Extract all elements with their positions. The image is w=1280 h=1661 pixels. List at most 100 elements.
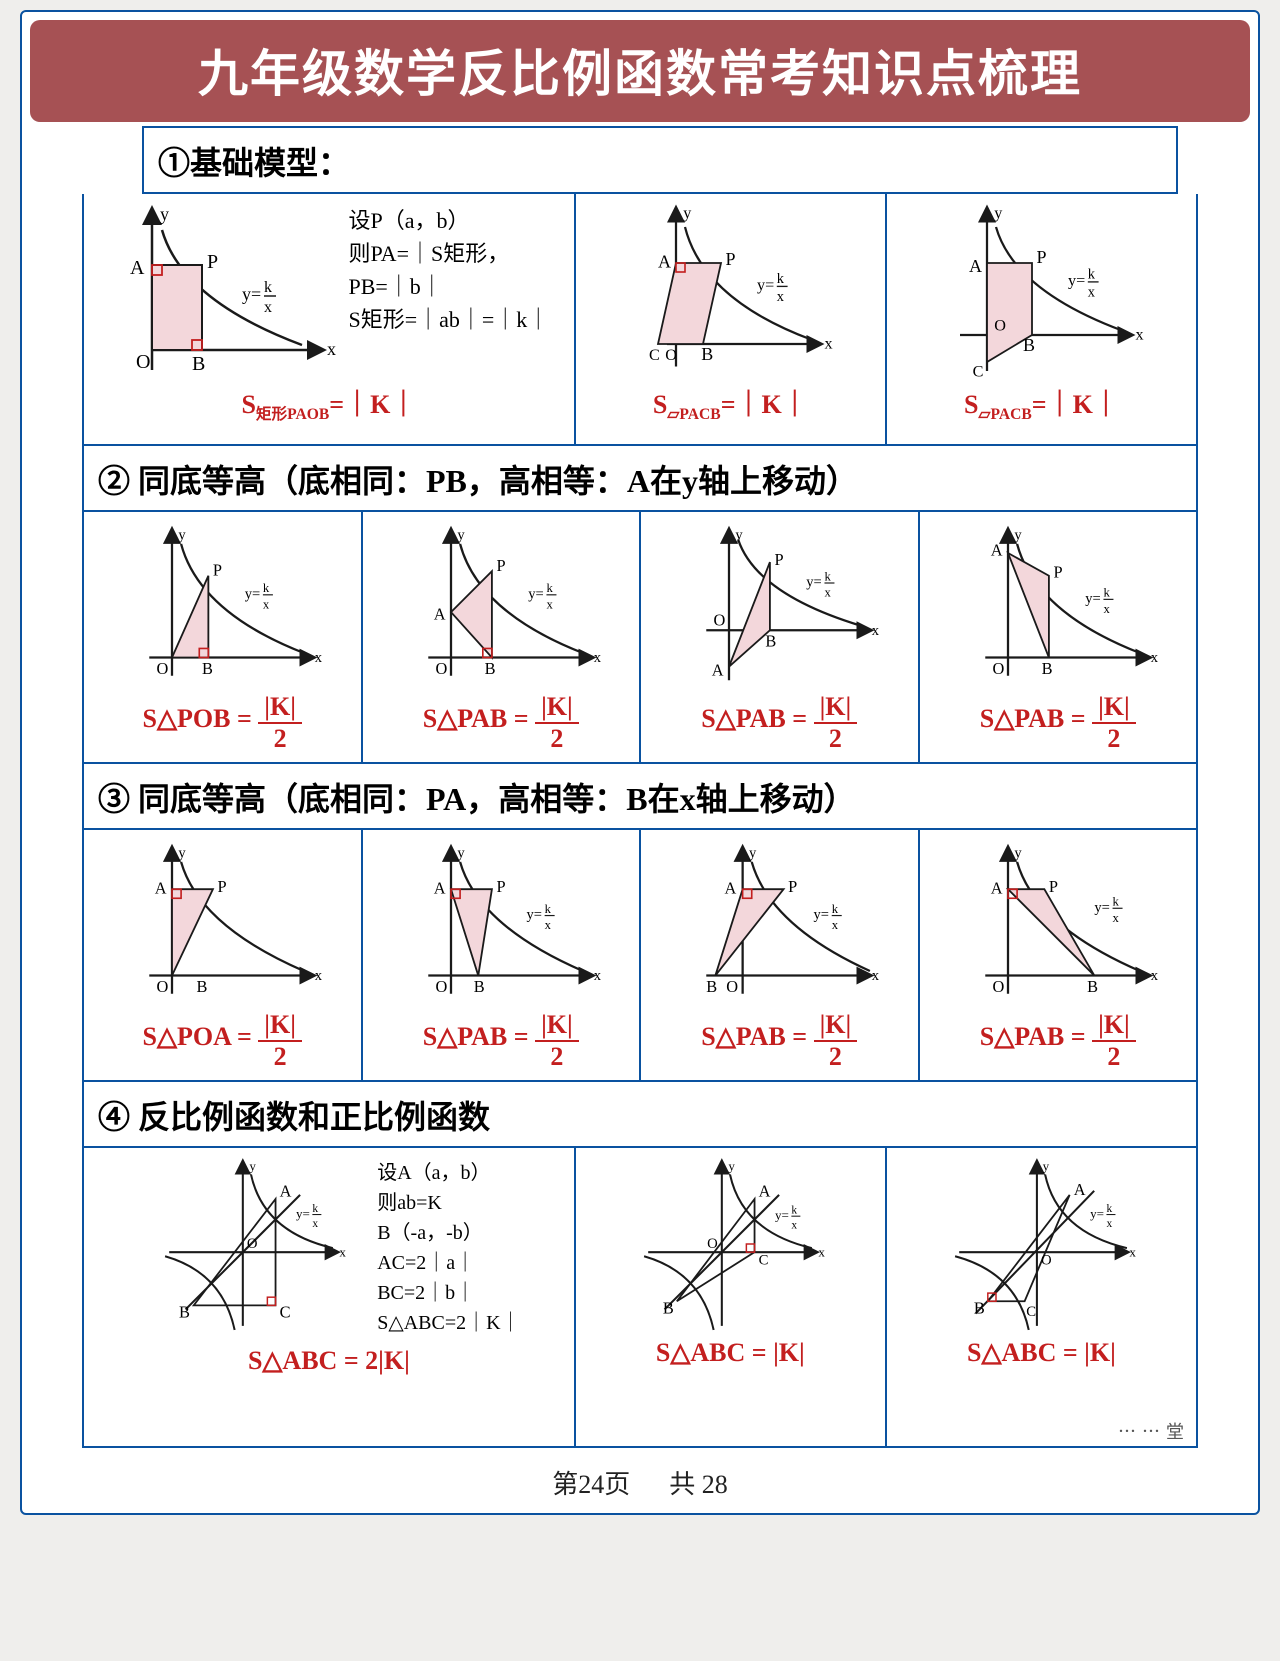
s4-cell3: A B C O yx y=kx S△ABC = |K| ⋯⋯堂: [885, 1148, 1196, 1446]
s4-f1: S△ABC = 2|K|: [248, 1346, 410, 1376]
s2-f3: S△PAB = |K|2: [701, 692, 857, 750]
svg-text:x: x: [1112, 911, 1119, 925]
s4-cell1: A B C O yx y=kx 设A（a，b） 则ab=K B（-a，-b） A…: [84, 1148, 574, 1446]
svg-text:P: P: [213, 561, 222, 580]
svg-text:O: O: [1041, 1252, 1052, 1268]
svg-text:O: O: [992, 977, 1004, 996]
svg-text:k: k: [1103, 586, 1110, 600]
s4-text1: 设A（a，b） 则ab=K B（-a，-b） AC=2｜a｜ BC=2｜b｜ S…: [371, 1154, 526, 1342]
s1-cell3: A P B C O y x y=kx S▱PACB=｜K｜: [885, 194, 1196, 444]
svg-text:y: y: [749, 845, 757, 861]
svg-text:y=: y=: [526, 907, 541, 923]
s1-text1: 设P（a，b） 则PA=｜S矩形， PB=｜b｜ S矩形=｜ab｜=｜k｜: [342, 200, 555, 340]
svg-text:O: O: [995, 317, 1007, 335]
svg-text:O: O: [727, 977, 739, 996]
svg-text:O: O: [435, 659, 447, 678]
s2-cell4: A P O B yx y=kx S△PAB = |K|2: [918, 512, 1197, 762]
svg-text:O: O: [707, 1236, 718, 1252]
svg-text:x: x: [1150, 650, 1157, 666]
svg-text:P: P: [1037, 247, 1047, 267]
svg-text:B: B: [179, 1303, 190, 1322]
svg-text:y=: y=: [1068, 272, 1085, 290]
svg-text:A: A: [990, 541, 1002, 560]
svg-text:C: C: [649, 346, 660, 364]
svg-text:B: B: [707, 977, 718, 996]
svg-text:y=: y=: [814, 907, 829, 923]
s3-cell3: A P B O yx y=kx S△PAB = |K|2: [639, 830, 918, 1080]
notes-page: 九年级数学反比例函数常考知识点梳理 ①基础模型： A P: [20, 10, 1260, 1515]
svg-text:P: P: [496, 556, 505, 575]
svg-text:P: P: [1053, 563, 1062, 582]
svg-text:A: A: [155, 879, 167, 898]
svg-text:x: x: [313, 1218, 319, 1230]
svg-text:y=: y=: [1091, 1206, 1105, 1221]
svg-text:k: k: [1112, 895, 1119, 909]
svg-text:k: k: [1107, 1203, 1113, 1215]
svg-text:x: x: [872, 623, 879, 639]
svg-text:x: x: [315, 968, 322, 984]
svg-text:y: y: [160, 204, 169, 224]
svg-text:x: x: [1136, 326, 1144, 344]
svg-text:y: y: [457, 527, 465, 543]
s3-graph4: A P O B yx y=kx: [958, 836, 1158, 1006]
svg-text:y: y: [995, 204, 1004, 222]
s2-graph2: A P O B yx y=kx: [401, 518, 601, 688]
svg-text:y=: y=: [528, 586, 543, 602]
svg-text:O: O: [157, 977, 169, 996]
s4-f2: S△ABC = |K|: [656, 1338, 805, 1368]
svg-text:x: x: [544, 918, 551, 932]
svg-text:x: x: [315, 650, 322, 666]
svg-text:x: x: [825, 335, 833, 353]
svg-text:y=: y=: [775, 1207, 789, 1222]
svg-text:k: k: [263, 581, 270, 595]
svg-text:P: P: [726, 249, 736, 269]
svg-text:y: y: [729, 1158, 736, 1173]
svg-text:k: k: [544, 902, 551, 916]
svg-text:x: x: [777, 289, 785, 305]
svg-text:y=: y=: [242, 284, 261, 304]
svg-text:k: k: [313, 1203, 319, 1215]
s4-f3: S△ABC = |K|: [967, 1338, 1116, 1368]
s2-cell3: A P O B yx y=kx S△PAB = |K|2: [639, 512, 918, 762]
svg-text:k: k: [792, 1205, 798, 1217]
s3-f3: S△PAB = |K|2: [701, 1010, 857, 1068]
svg-text:k: k: [825, 569, 832, 583]
svg-text:x: x: [825, 586, 832, 600]
s3-f2: S△PAB = |K|2: [423, 1010, 579, 1068]
s3-cell1: A P O B yx S△POA = |K|2: [84, 830, 361, 1080]
svg-text:x: x: [327, 339, 336, 359]
s1-formula3: S▱PACB=｜K｜: [964, 384, 1119, 424]
svg-text:A: A: [725, 879, 737, 898]
svg-text:C: C: [973, 362, 984, 380]
s3-cell2: A P O B yx y=kx S△PAB = |K|2: [361, 830, 640, 1080]
svg-text:B: B: [974, 1299, 985, 1318]
svg-text:A: A: [280, 1182, 292, 1201]
svg-text:B: B: [766, 632, 777, 651]
svg-text:x: x: [263, 597, 270, 611]
s1-graph2: A P C O B y x y=kx: [610, 200, 850, 380]
s2-graph1: P O B yx y=kx: [122, 518, 322, 688]
s3-cell4: A P O B yx y=kx S△PAB = |K|2: [918, 830, 1197, 1080]
svg-text:P: P: [788, 877, 797, 896]
svg-text:y: y: [457, 845, 465, 861]
s3-f1: S△POA = |K|2: [143, 1010, 302, 1068]
svg-text:A: A: [759, 1182, 771, 1201]
s1-graph1: A P B O y x y=kx: [102, 200, 342, 380]
svg-text:A: A: [990, 879, 1002, 898]
content-wrap: ①基础模型： A P B O y: [22, 126, 1258, 1452]
svg-text:y: y: [179, 845, 187, 861]
svg-text:y: y: [1043, 1158, 1050, 1173]
svg-text:k: k: [777, 271, 785, 287]
page-number: 第24页: [552, 1470, 630, 1499]
svg-text:y: y: [179, 527, 187, 543]
svg-text:O: O: [435, 977, 447, 996]
s4-graph2: A B C O yx y=kx: [610, 1154, 850, 1334]
s3-graph2: A P O B yx y=kx: [401, 836, 601, 1006]
svg-text:P: P: [496, 877, 505, 896]
svg-text:x: x: [546, 597, 553, 611]
svg-text:y=: y=: [807, 575, 822, 591]
svg-text:C: C: [759, 1252, 769, 1268]
svg-text:x: x: [593, 968, 600, 984]
svg-text:B: B: [663, 1299, 674, 1318]
svg-text:k: k: [264, 279, 272, 296]
